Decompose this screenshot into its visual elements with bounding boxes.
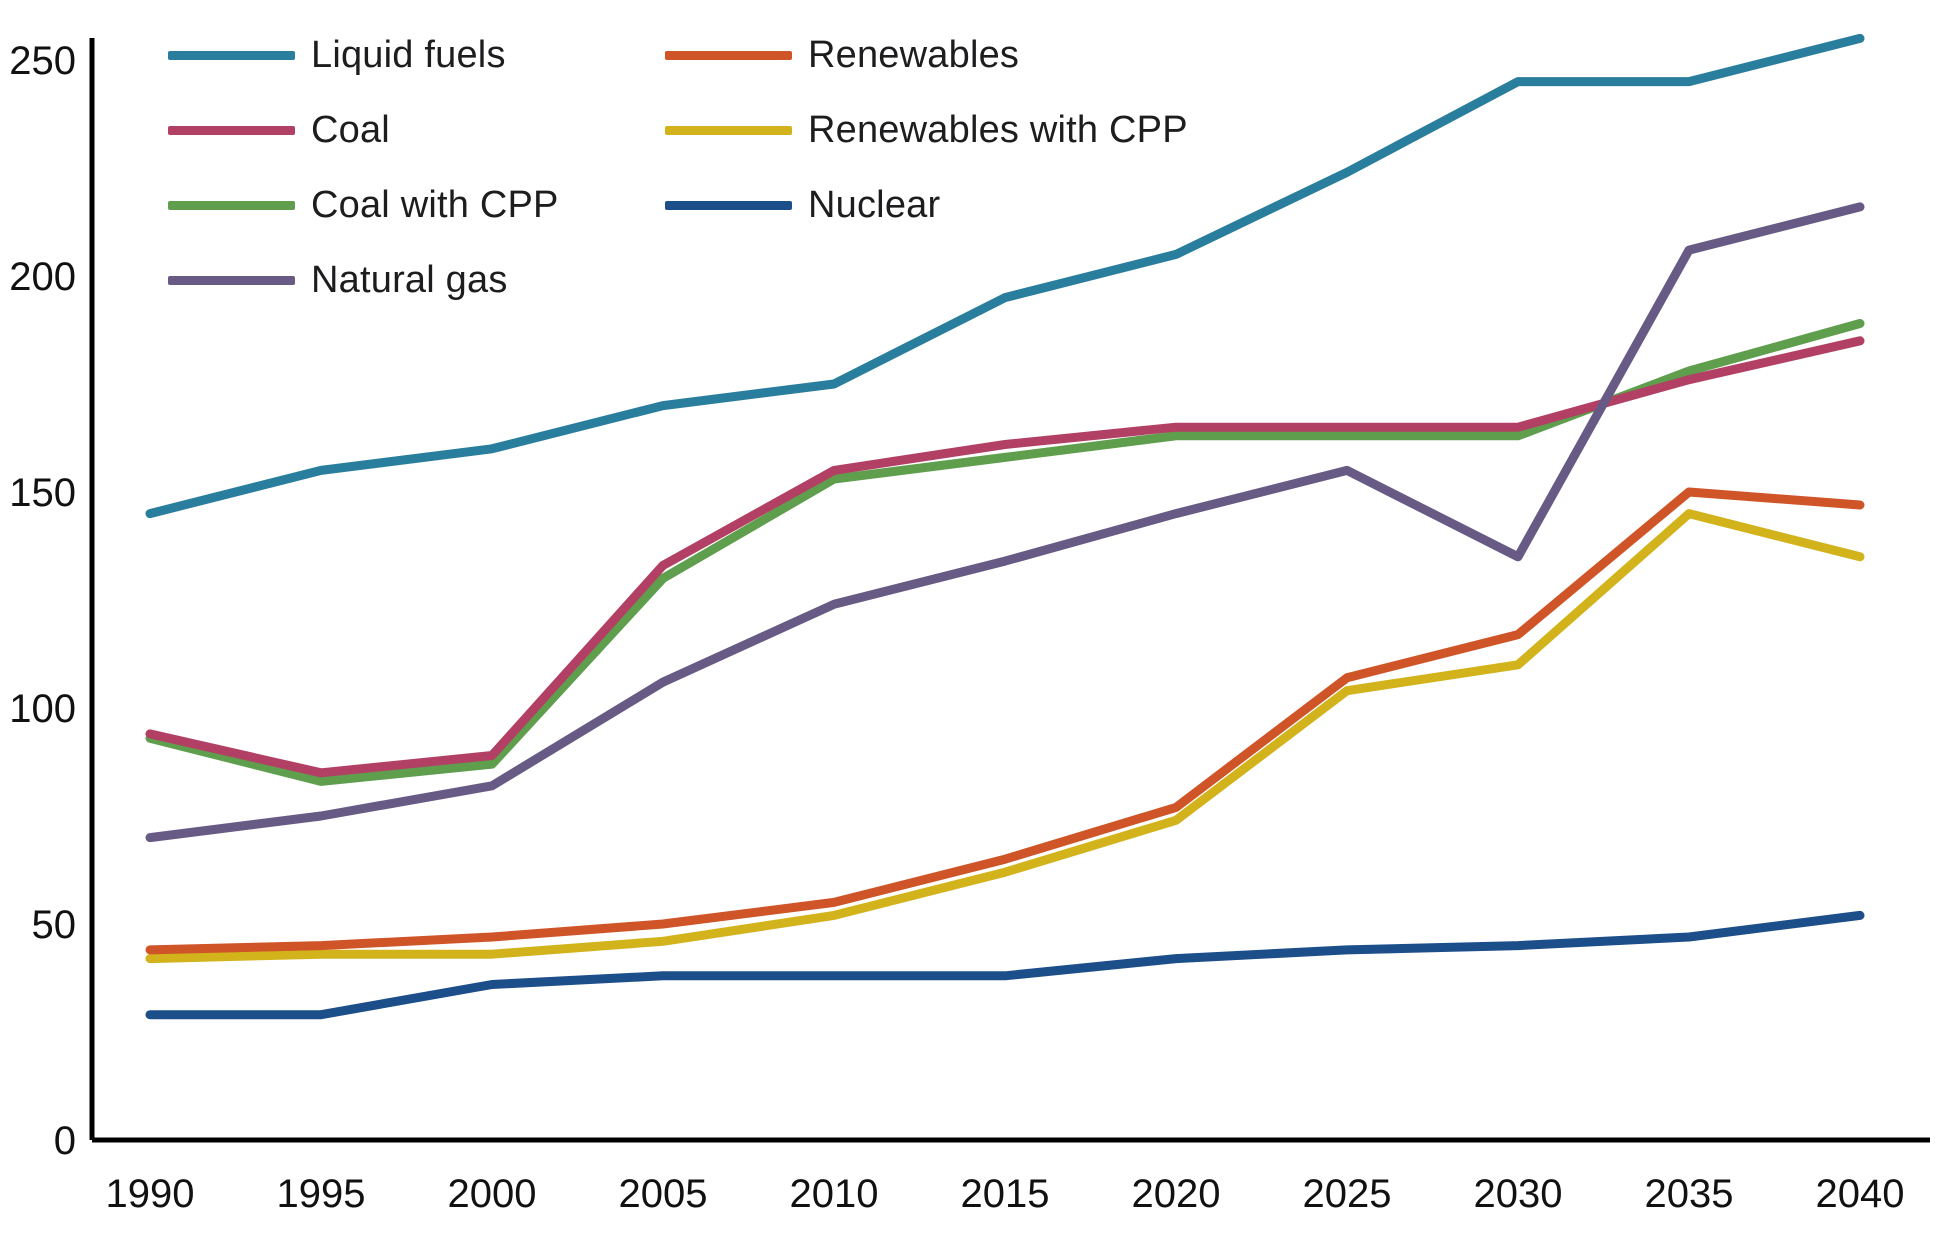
legend-item: Coal [168, 109, 390, 151]
legend-item: Renewables with CPP [665, 109, 1188, 151]
series-line-renewables-with-cpp [145, 509, 1865, 964]
x-tick-label: 1995 [277, 1172, 366, 1216]
legend-swatch-icon [168, 275, 295, 285]
x-tick-label: 2015 [961, 1172, 1050, 1216]
y-tick-label: 250 [9, 39, 76, 83]
legend-item-label: Renewables [808, 33, 1020, 76]
y-tick-label: 150 [9, 471, 76, 515]
legend-item-label: Nuclear [808, 183, 941, 226]
legend-item-label: Renewables with CPP [808, 108, 1188, 151]
x-tick-label: 2005 [619, 1172, 708, 1216]
x-tick-label: 2000 [448, 1172, 537, 1216]
y-tick-label: 0 [54, 1119, 76, 1163]
x-tick-label: 1990 [106, 1172, 195, 1216]
series-line-liquid-fuels [145, 33, 1865, 519]
legend-item: Liquid fuels [168, 34, 506, 76]
x-tick-label: 2010 [790, 1172, 879, 1216]
legend-item: Natural gas [168, 259, 508, 301]
series-line-coal [145, 336, 1865, 778]
chart-legend: Liquid fuels Coal Coal with CPP Natural … [0, 0, 1200, 320]
legend-swatch-icon [665, 50, 792, 60]
legend-swatch-icon [168, 200, 295, 210]
series-line-nuclear [145, 910, 1865, 1020]
y-tick-label: 50 [32, 903, 77, 947]
legend-item-label: Coal with CPP [311, 183, 559, 226]
series-line-natural-gas [145, 202, 1865, 843]
legend-item-label: Natural gas [311, 258, 508, 301]
series-line-coal-with-cpp [145, 319, 1865, 786]
legend-item-label: Coal [311, 108, 390, 151]
x-tick-label: 2040 [1816, 1172, 1905, 1216]
legend-item-label: Liquid fuels [311, 33, 506, 76]
legend-swatch-icon [665, 125, 792, 135]
legend-item: Coal with CPP [168, 184, 559, 226]
legend-swatch-icon [168, 50, 295, 60]
x-tick-label: 2020 [1132, 1172, 1221, 1216]
legend-item: Renewables [665, 34, 1019, 76]
x-tick-label: 2030 [1474, 1172, 1563, 1216]
y-tick-label: 200 [9, 255, 76, 299]
legend-swatch-icon [168, 125, 295, 135]
x-tick-label: 2025 [1303, 1172, 1392, 1216]
legend-item: Nuclear [665, 184, 940, 226]
legend-swatch-icon [665, 200, 792, 210]
y-tick-label: 100 [9, 687, 76, 731]
series-line-renewables [145, 487, 1865, 955]
x-tick-label: 2035 [1645, 1172, 1734, 1216]
